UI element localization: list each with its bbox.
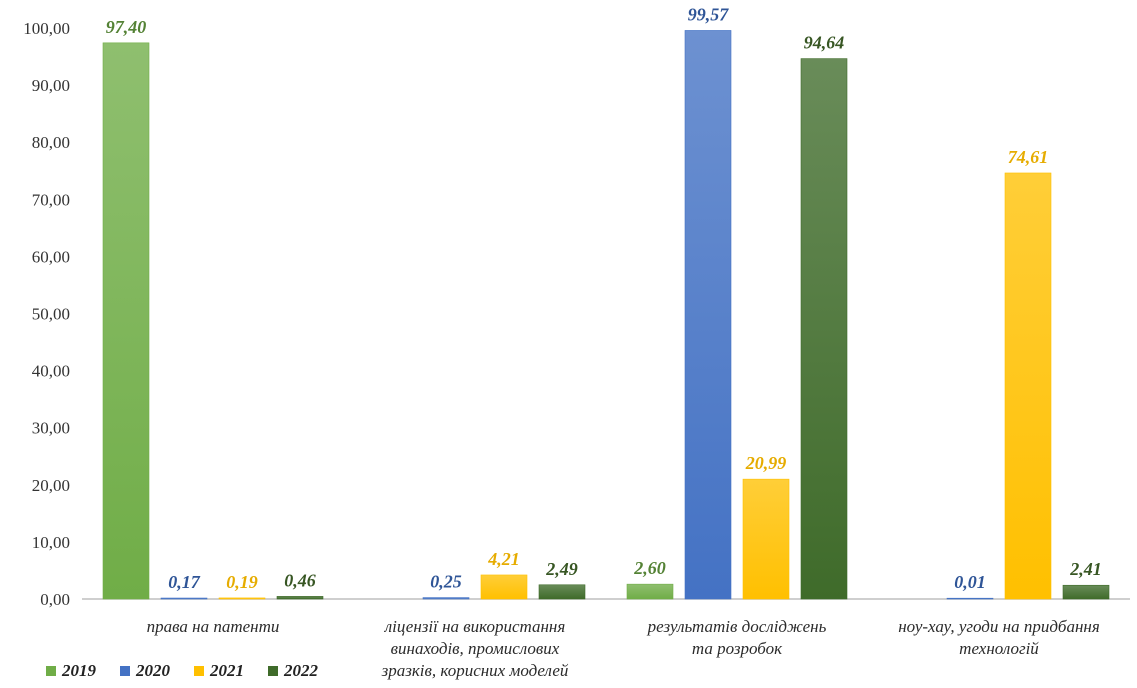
- y-tick-label: 100,00: [23, 19, 70, 38]
- data-labels-group: 97,40 0,17 0,19 0,46 0,25 4,21 2,49 2,60 99,57 20…: [106, 4, 1102, 592]
- legend-swatch-2020: [120, 666, 130, 676]
- data-label-2019: 2,60: [633, 558, 666, 578]
- y-tick-label: 70,00: [32, 190, 70, 209]
- data-label-2019: 97,40: [106, 17, 147, 37]
- y-tick-label: 20,00: [32, 476, 70, 495]
- bar-2020: [684, 30, 732, 600]
- category-label: та розробок: [692, 639, 783, 658]
- legend-swatch-2022: [268, 666, 278, 676]
- bar-2020: [160, 597, 208, 600]
- data-label-2022: 2,49: [545, 559, 578, 579]
- data-label-2020: 0,01: [954, 572, 986, 592]
- bar-2022: [1062, 584, 1110, 600]
- x-axis-categories: права на патенти ліцензії на використання…: [147, 617, 1100, 680]
- data-label-2020: 0,17: [168, 572, 201, 592]
- data-label-2020: 0,25: [430, 572, 462, 592]
- category-label: технологій: [959, 639, 1039, 658]
- y-tick-label: 40,00: [32, 362, 70, 381]
- bars-group: [102, 30, 1110, 600]
- y-tick-label: 50,00: [32, 305, 70, 324]
- bar-2020: [422, 597, 470, 600]
- data-label-2021: 0,19: [226, 572, 258, 592]
- y-tick-label: 10,00: [32, 533, 70, 552]
- legend-swatch-2021: [194, 666, 204, 676]
- y-axis: 0,00 10,00 20,00 30,00 40,00 50,00 60,00 70,00 8…: [23, 19, 70, 609]
- legend-label-2021: 2021: [209, 661, 244, 680]
- category-label: ноу-хау, угоди на придбання: [898, 617, 1100, 636]
- bar-2021: [218, 597, 266, 600]
- data-label-2021: 74,61: [1008, 147, 1049, 167]
- data-label-2022: 2,41: [1069, 559, 1102, 579]
- bar-2020: [946, 597, 994, 600]
- y-tick-label: 90,00: [32, 76, 70, 95]
- data-label-2022: 94,64: [804, 33, 845, 53]
- category-label: зразків, корисних моделей: [381, 661, 569, 680]
- y-tick-label: 80,00: [32, 133, 70, 152]
- y-tick-label: 0,00: [40, 590, 70, 609]
- category-label: результатів досліджень: [647, 617, 827, 636]
- data-label-2021: 20,99: [745, 453, 787, 473]
- legend-label-2022: 2022: [283, 661, 319, 680]
- data-label-2020: 99,57: [688, 4, 730, 24]
- bar-2019: [102, 42, 150, 600]
- bar-2019: [626, 583, 674, 600]
- bar-2021: [742, 478, 790, 600]
- bar-2022: [276, 596, 324, 600]
- data-label-2021: 4,21: [487, 549, 520, 569]
- bar-2021: [480, 574, 528, 600]
- legend-label-2019: 2019: [61, 661, 97, 680]
- category-label: права на патенти: [147, 617, 280, 636]
- bar-2021: [1004, 172, 1052, 600]
- legend-label-2020: 2020: [135, 661, 171, 680]
- legend: 2019 2020 2021 2022: [46, 661, 319, 680]
- category-label: винаходів, промислових: [391, 639, 560, 658]
- bar-2022: [538, 584, 586, 600]
- category-label: ліцензії на використання: [384, 617, 566, 636]
- y-tick-label: 30,00: [32, 419, 70, 438]
- legend-swatch-2019: [46, 666, 56, 676]
- bar-2022: [800, 58, 848, 600]
- data-label-2022: 0,46: [284, 570, 316, 590]
- y-tick-label: 60,00: [32, 247, 70, 266]
